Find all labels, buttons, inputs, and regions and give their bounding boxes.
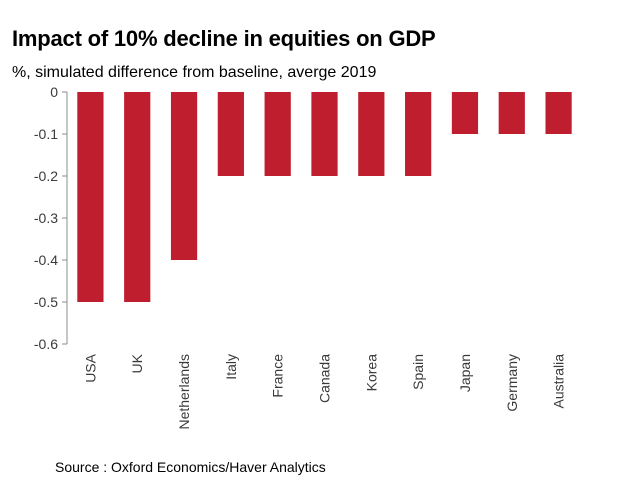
bar-korea bbox=[358, 92, 385, 176]
x-tick-label-canada: Canada bbox=[317, 354, 333, 403]
y-tick-label: -0.3 bbox=[34, 210, 58, 226]
bar-canada bbox=[311, 92, 338, 176]
bar-japan bbox=[451, 92, 479, 134]
bar-spain bbox=[405, 92, 432, 176]
x-tick-label-usa: USA bbox=[82, 353, 98, 382]
x-tick-label-germany: Germany bbox=[504, 354, 520, 412]
bar-usa bbox=[77, 92, 104, 302]
x-tick-label-japan: Japan bbox=[457, 354, 473, 392]
x-tick-label-italy: Italy bbox=[223, 354, 239, 380]
bars-group bbox=[77, 92, 572, 302]
bar-france bbox=[264, 92, 291, 176]
x-axis-labels: USA UK Netherlands Italy France Canada Korea Sp… bbox=[82, 353, 566, 429]
x-tick-label-netherlands: Netherlands bbox=[176, 354, 192, 430]
x-tick-label-france: France bbox=[270, 354, 286, 398]
x-tick-label-australia: Australia bbox=[551, 354, 567, 409]
bar-germany bbox=[498, 92, 525, 134]
bar-australia bbox=[545, 92, 572, 134]
source-note: Source : Oxford Economics/Haver Analytic… bbox=[55, 459, 326, 475]
x-tick-label-spain: Spain bbox=[410, 354, 426, 390]
x-tick-label-korea: Korea bbox=[363, 354, 379, 392]
x-tick-label-uk: UK bbox=[129, 353, 145, 373]
y-tick-label: -0.2 bbox=[34, 168, 58, 184]
y-tick-label: 0 bbox=[50, 84, 58, 100]
y-tick-label: -0.5 bbox=[34, 294, 58, 310]
bar-netherlands bbox=[170, 92, 198, 260]
y-tick-label: -0.4 bbox=[34, 252, 58, 268]
chart-title: Impact of 10% decline in equities on GDP bbox=[12, 26, 436, 51]
bar-italy bbox=[217, 92, 244, 176]
y-tick-label: -0.6 bbox=[34, 336, 58, 352]
bar-uk bbox=[124, 92, 151, 302]
chart-subtitle: %, simulated difference from baseline, a… bbox=[12, 64, 377, 81]
y-axis: 0 -0.1 -0.2 -0.3 -0.4 -0.5 -0.6 bbox=[34, 84, 68, 352]
y-tick-label: -0.1 bbox=[34, 126, 58, 142]
